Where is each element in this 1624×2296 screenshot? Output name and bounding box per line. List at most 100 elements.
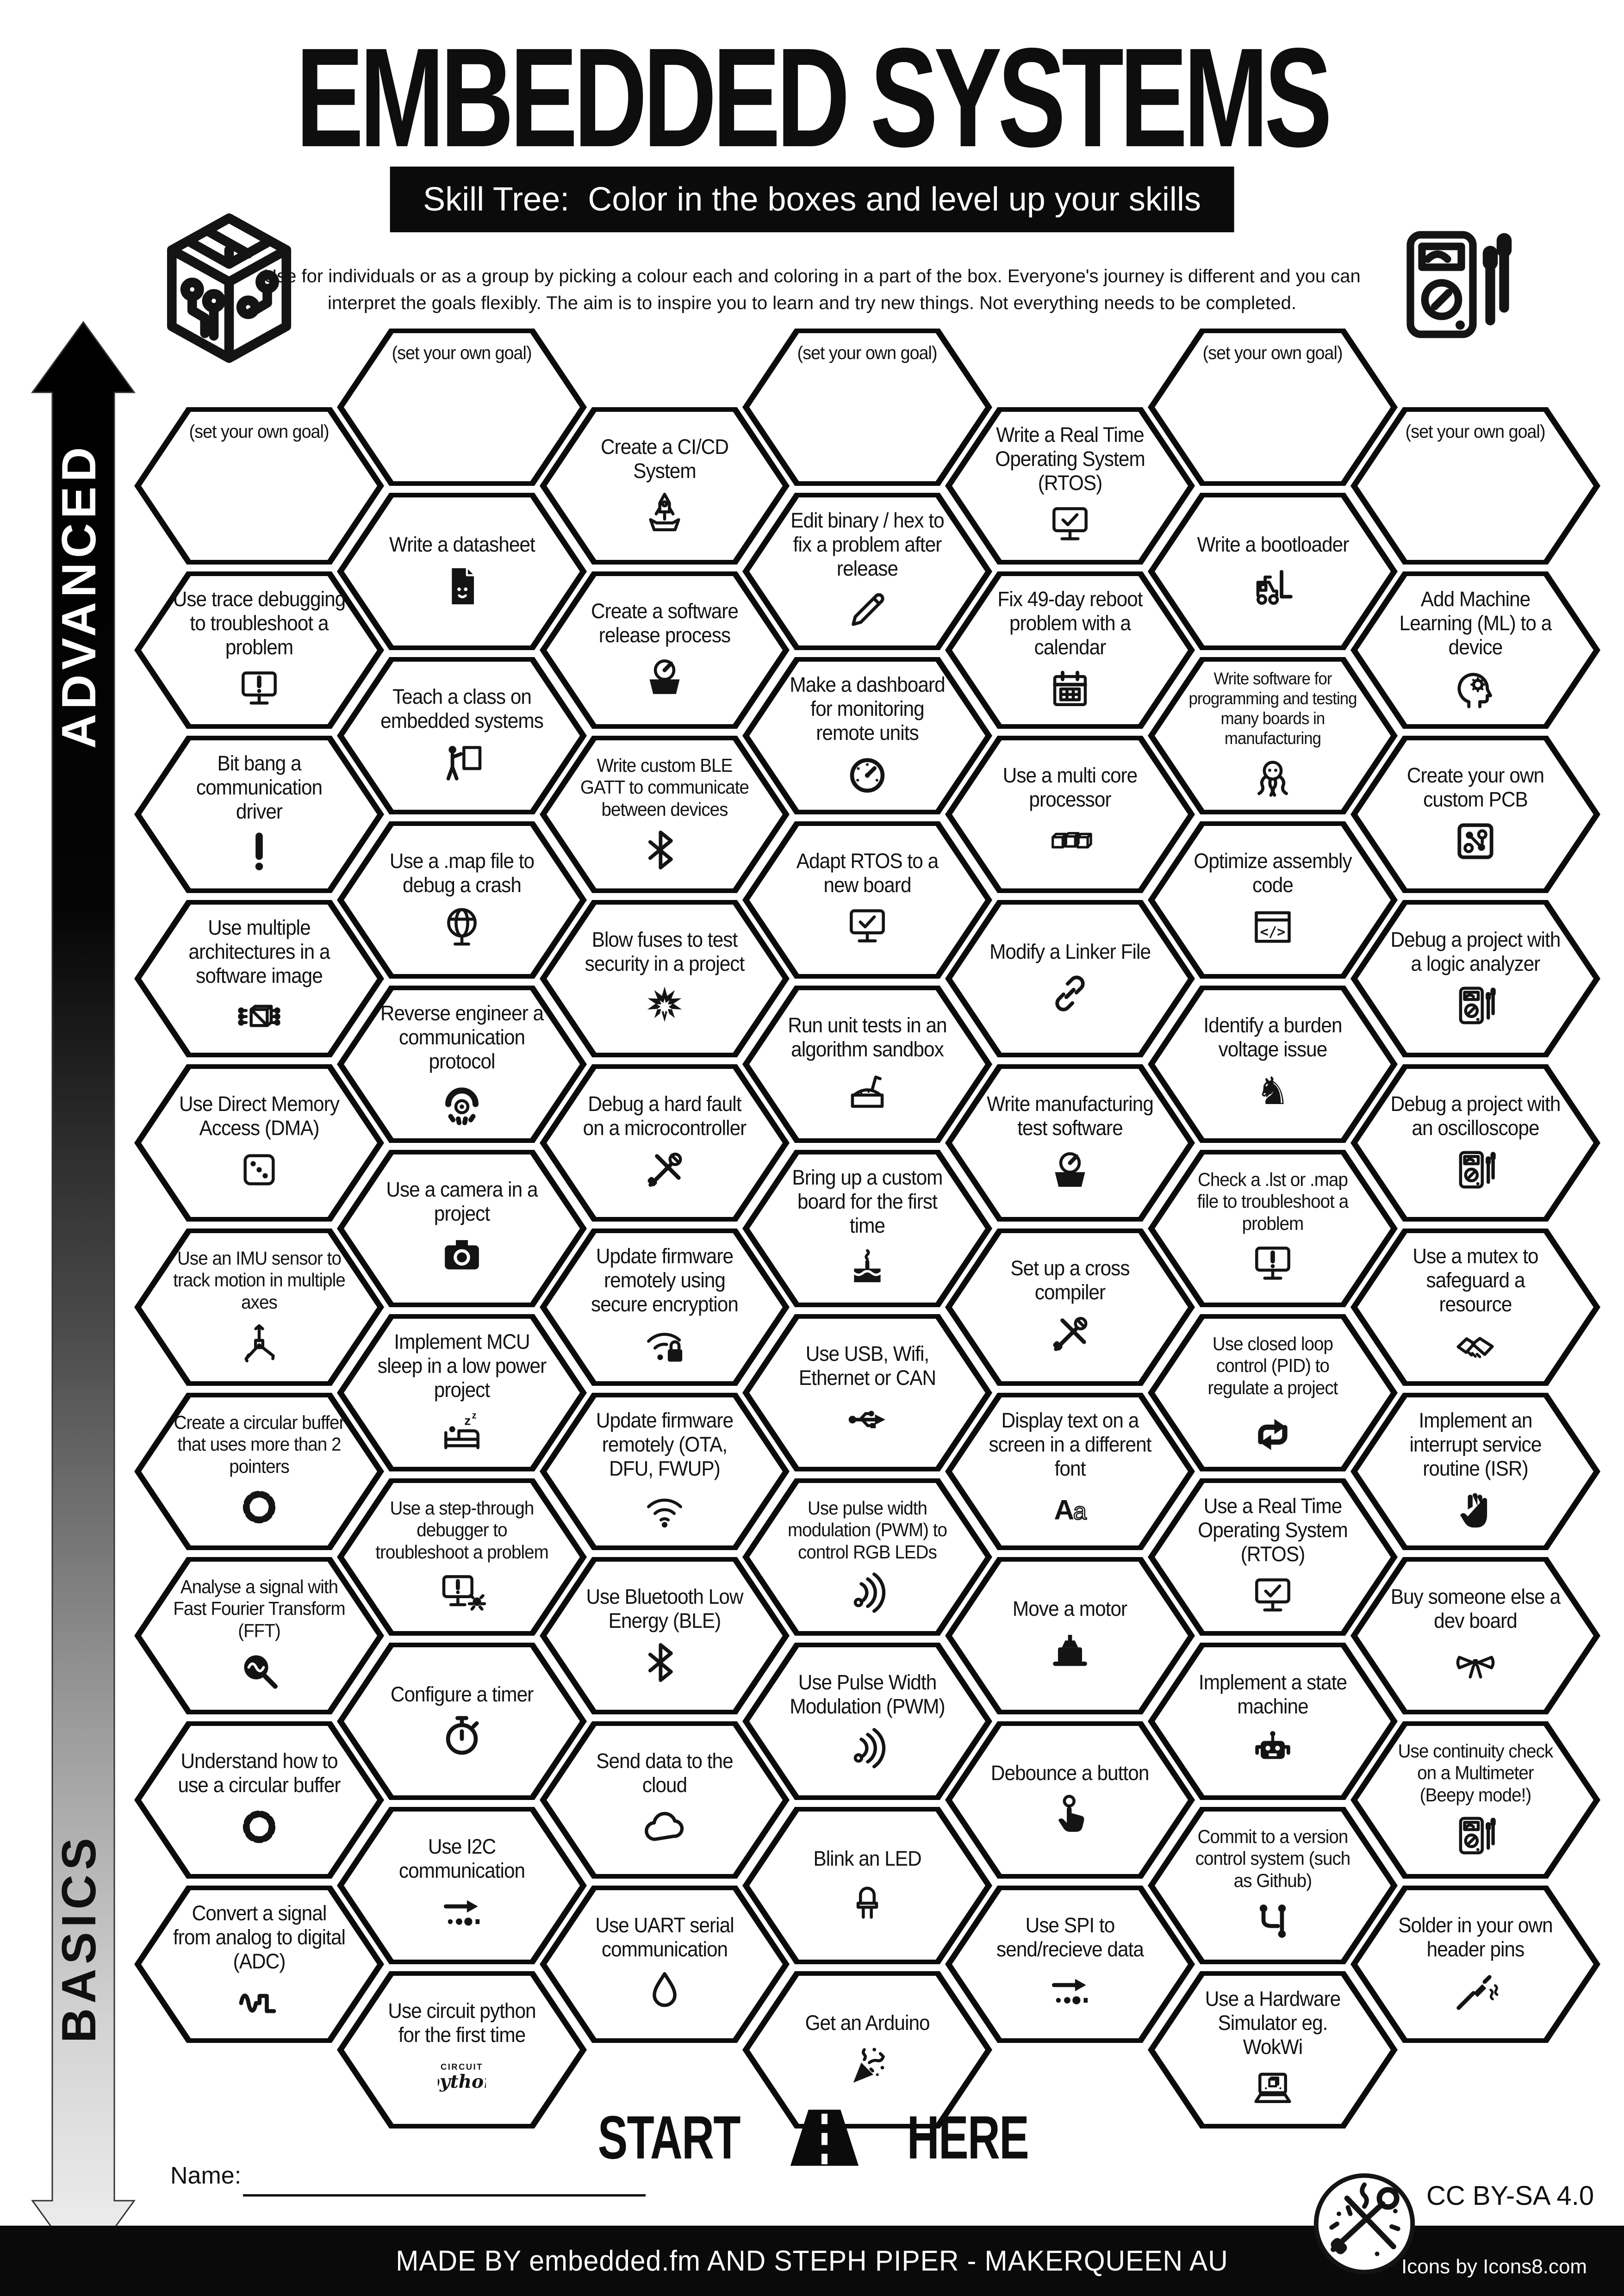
skill-hex-c3-r5: Bring up a custom board for the first ti…: [742, 1150, 992, 1307]
skill-hex-label: Adapt RTOS to a new board: [796, 849, 939, 897]
skill-hex-content: Commit to a version control system (such…: [1148, 1807, 1398, 1964]
exclamation-icon: [235, 829, 283, 877]
cake-icon: [843, 1243, 891, 1291]
robot-icon: [1249, 1724, 1297, 1772]
skill-hex-c1-r8: Configure a timer: [337, 1643, 587, 1800]
skill-hex-content: Use pulse width modulation (PWM) to cont…: [742, 1478, 992, 1636]
skill-hex-c5-r6: Use closed loop control (PID) to regulat…: [1148, 1314, 1398, 1471]
skill-hex-label: Debug a project with an oscilloscope: [1390, 1092, 1561, 1140]
skill-hex-face: [1155, 333, 1391, 481]
gift-bow-icon: [1451, 1638, 1500, 1687]
skill-hex-content: Blow fuses to test security in a project: [540, 900, 790, 1057]
skill-hex-c1-r4: Reverse engineer a communication protoco…: [337, 986, 587, 1143]
skill-hex-c0-r0: (set your own goal): [134, 407, 384, 565]
octopus-icon: [1249, 754, 1297, 802]
skill-hex-face: [547, 905, 783, 1053]
skill-hex-c5-r10: Use a Hardware Simulator eg. WokWi: [1148, 1971, 1398, 2128]
skill-hex-content: Adapt RTOS to a new board: [742, 821, 992, 979]
skill-hex-label: Blow fuses to test security in a project: [585, 927, 745, 975]
head-gear-icon: [1451, 665, 1500, 713]
skill-hex-content: Use Direct Memory Access (DMA): [134, 1064, 384, 1222]
skill-hex-face: [141, 1069, 377, 1217]
ring-icon: [235, 1483, 283, 1531]
skill-hex-c6-r1: Add Machine Learning (ML) to a device: [1350, 571, 1600, 729]
skill-hex-face: [547, 1397, 783, 1545]
skill-hex-c2-r1: Create a software release process: [540, 571, 790, 729]
skill-hex-label: (set your own goal): [189, 422, 330, 442]
skill-hex-label: Write manufacturing test software: [987, 1092, 1154, 1140]
tools-cross-icon: [1046, 1310, 1094, 1358]
laptop-sim-icon: [1249, 2065, 1297, 2113]
start-here-marker: START HERE: [0, 2104, 1624, 2172]
skill-hex-face: [1155, 990, 1391, 1138]
skill-hex-c3-r9: Blink an LED: [742, 1807, 992, 1964]
skill-hex-content: Analyse a signal with Fast Fourier Trans…: [134, 1557, 384, 1714]
skill-hex-c6-r8: Use continuity check on a Multimeter (Be…: [1350, 1721, 1600, 1879]
skill-hex-c4-r3: Modify a Linker File: [945, 900, 1195, 1057]
skill-hex-content: Use Bluetooth Low Energy (BLE): [540, 1557, 790, 1714]
skill-hex-label: Use SPI to send/recieve data: [996, 1913, 1144, 1961]
skill-hex-c2-r0: Create a CI/CD System: [540, 407, 790, 565]
skill-hex-label: (set your own goal): [1406, 422, 1546, 442]
skill-hex-content: Make a dashboard for monitoring remote u…: [742, 657, 992, 814]
skill-hex-c6-r2: Create your own custom PCB: [1350, 736, 1600, 893]
skill-hex-face: [1357, 1890, 1593, 2038]
skill-hex-face: [1357, 412, 1593, 560]
skill-hex-face: [749, 1647, 985, 1795]
skill-hex-label: Use a multi core processor: [1002, 763, 1138, 811]
skill-hex-c1-r9: Use I2C communication: [337, 1807, 587, 1964]
skill-hex-content: Teach a class on embedded systems: [337, 657, 587, 814]
skill-hex-label: Teach a class on embedded systems: [380, 684, 544, 732]
dice-icon: [235, 1146, 283, 1194]
party-icon: [843, 2041, 891, 2089]
skill-hex-c6-r0: (set your own goal): [1350, 407, 1600, 565]
skill-hex-face: [344, 333, 580, 481]
skill-hex-c1-r3: Use a .map file to debug a crash: [337, 821, 587, 979]
skill-hex-face: [344, 826, 580, 974]
skill-hex-c4-r9: Use SPI to send/recieve data: [945, 1886, 1195, 2043]
skill-hex-content: Reverse engineer a communication protoco…: [337, 986, 587, 1143]
skill-hex-c2-r8: Send data to the cloud: [540, 1721, 790, 1879]
skill-hex-label: Use a Real Time Operating System (RTOS): [1198, 1494, 1348, 1566]
skill-hex-content: Use USB, Wifi, Ethernet or CAN: [742, 1314, 992, 1471]
skill-hex-label: Set up a cross compiler: [1010, 1256, 1130, 1304]
sandbox-icon: [843, 1067, 891, 1115]
skill-hex-face: [749, 662, 985, 810]
skill-hex-face: [1155, 1647, 1391, 1795]
skill-hex-label: Use closed loop control (PID) to regulat…: [1207, 1333, 1338, 1398]
bluetooth-icon: [641, 1638, 689, 1687]
monitor-check-icon: [1249, 1572, 1297, 1620]
skill-hex-label: Write software for programming and testi…: [1188, 669, 1357, 748]
skill-hex-c5-r8: Implement a state machine: [1148, 1643, 1398, 1800]
skill-hex-label: Use Pulse Width Modulation (PWM): [790, 1670, 945, 1718]
skill-hex-label: Use trace debugging to troubleshoot a pr…: [173, 587, 346, 659]
skill-hex-face: [344, 1483, 580, 1631]
skill-hex-face: [547, 1233, 783, 1381]
skill-hex-c4-r7: Move a motor: [945, 1557, 1195, 1714]
skill-hex-label: Debounce a button: [991, 1761, 1149, 1785]
monitor-check-icon: [843, 903, 891, 951]
skill-hex-label: (set your own goal): [392, 343, 532, 363]
skill-hex-face: [952, 740, 1188, 888]
skill-hex-content: Understand how to use a circular buffer: [134, 1721, 384, 1879]
skill-hex-content: Use SPI to send/recieve data: [945, 1886, 1195, 2043]
skill-hex-content: Write manufacturing test software: [945, 1064, 1195, 1222]
document-icon: [438, 562, 486, 610]
skill-hex-label: Create a CI/CD System: [600, 434, 729, 483]
skill-hex-content: Send data to the cloud: [540, 1721, 790, 1879]
forklift-icon: [1249, 562, 1297, 610]
skill-hex-face: [952, 1726, 1188, 1874]
skill-hex-c0-r3: Use multiple architectures in a software…: [134, 900, 384, 1057]
globe-icon: [438, 903, 486, 951]
circuitpython-icon: [438, 2053, 486, 2101]
skill-hex-content: (set your own goal): [742, 329, 992, 486]
skill-hex-content: Debug a project with a logic analyzer: [1350, 900, 1600, 1057]
skill-hex-label: Move a motor: [1013, 1596, 1127, 1620]
skill-hex-c3-r6: Use USB, Wifi, Ethernet or CAN: [742, 1314, 992, 1471]
cubes-3-icon: [1046, 817, 1094, 865]
skill-hex-c3-r4: Run unit tests in an algorithm sandbox: [742, 986, 992, 1143]
gear-arc-icon: [438, 1079, 486, 1127]
skill-hex-face: [141, 412, 377, 560]
skill-hex-label: Fix 49-day reboot problem with a calenda…: [997, 587, 1143, 659]
skill-hex-c2-r4: Debug a hard fault on a microcontroller: [540, 1064, 790, 1222]
